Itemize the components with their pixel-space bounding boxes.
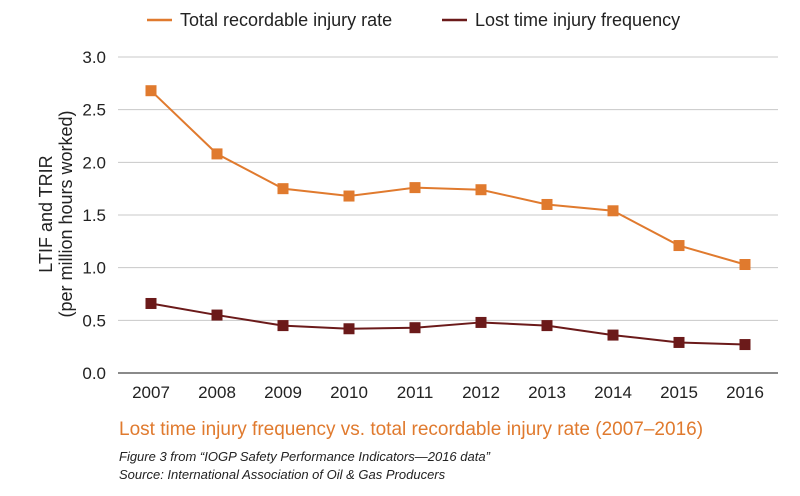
data-point: 2014: 1.54 <box>607 205 619 217</box>
grid-lines <box>118 56 778 374</box>
data-point: 2013: 1.6 <box>541 198 553 210</box>
x-tick-label: 2008 <box>198 383 236 402</box>
y-tick-label: 2.5 <box>82 101 106 120</box>
data-point: 2014: 0.36 <box>607 329 619 341</box>
data-point: 2016: 0.27 <box>739 339 751 351</box>
data-point: 2012: 0.48 <box>475 316 487 328</box>
x-tick-label: 2007 <box>132 383 170 402</box>
figure-caption: Figure 3 from “IOGP Safety Performance I… <box>119 449 490 464</box>
y-tick-label: 2.0 <box>82 153 106 172</box>
x-tick-label: 2010 <box>330 383 368 402</box>
x-tick-label: 2015 <box>660 383 698 402</box>
source-caption: Source: International Association of Oil… <box>119 467 446 482</box>
y-axis-ticks: 0.0 0.5 1.0 1.5 2.0 2.5 3.0 <box>82 48 106 383</box>
series-ltif: 2007: 0.66 2008: 0.55 2009: 0.45 2010: 0.42… <box>145 297 751 351</box>
y-tick-label: 0.5 <box>82 311 106 330</box>
x-tick-label: 2013 <box>528 383 566 402</box>
data-point: 2010: 0.42 <box>343 323 355 335</box>
data-point: 2015: 1.21 <box>673 240 685 252</box>
legend-label: Total recordable injury rate <box>180 10 392 30</box>
data-point: 2016: 1.03 <box>739 259 751 271</box>
data-point: 2015: 0.29 <box>673 336 685 348</box>
x-tick-label: 2014 <box>594 383 632 402</box>
x-tick-label: 2012 <box>462 383 500 402</box>
x-tick-label: 2016 <box>726 383 764 402</box>
data-point: 2008: 2.08 <box>211 148 223 160</box>
legend-label: Lost time injury frequency <box>475 10 680 30</box>
data-point: 2010: 1.68 <box>343 190 355 202</box>
data-point: 2009: 0.45 <box>277 320 289 332</box>
data-point: 2011: 1.76 <box>409 182 421 194</box>
data-point: 2012: 1.74 <box>475 184 487 196</box>
data-point: 2009: 1.75 <box>277 183 289 195</box>
data-point: 2011: 0.43 <box>409 322 421 334</box>
data-point: 2007: 0.66 <box>145 297 157 309</box>
data-point: 2013: 0.45 <box>541 320 553 332</box>
series-line <box>150 89 746 266</box>
x-tick-label: 2009 <box>264 383 302 402</box>
series-line <box>150 302 746 346</box>
x-axis-ticks: 2007 2008 2009 2010 2011 2012 2013 2014 2015 2016 <box>132 383 764 402</box>
legend: Total recordable injury rate Lost time in… <box>147 10 680 30</box>
data-point: 2008: 0.55 <box>211 309 223 321</box>
y-tick-label: 0.0 <box>82 364 106 383</box>
y-tick-label: 1.0 <box>82 259 106 278</box>
series-trir: 2007: 2.68 2008: 2.08 2009: 1.75 2010: 1.68… <box>145 85 751 271</box>
x-tick-label: 2011 <box>397 383 434 402</box>
series-group: 2007: 2.68 2008: 2.08 2009: 1.75 2010: 1.68… <box>145 85 751 351</box>
chart-subtitle: Lost time injury frequency vs. total rec… <box>119 419 704 440</box>
y-tick-label: 1.5 <box>82 206 106 225</box>
y-tick-label: 3.0 <box>82 48 106 67</box>
y-axis-label-units: (per million hours worked) <box>56 110 76 317</box>
y-axis-label: LTIF and TRIR <box>36 155 56 272</box>
data-point: 2007: 2.68 <box>145 85 157 97</box>
